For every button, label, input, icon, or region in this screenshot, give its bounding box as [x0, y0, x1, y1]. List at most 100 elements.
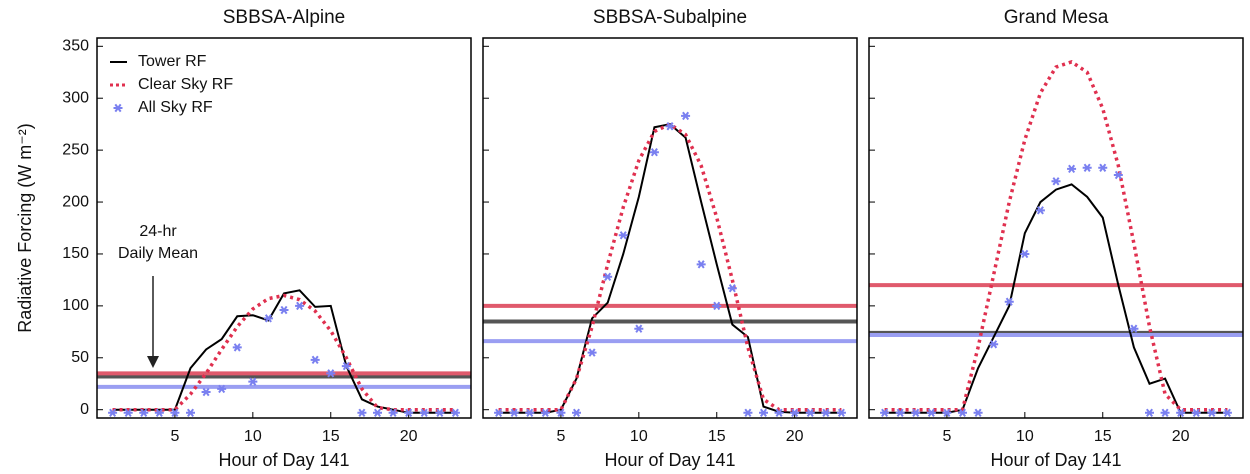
- all-sky-marker: [1004, 297, 1014, 306]
- all-sky-marker: [540, 408, 550, 418]
- x-axis-label: Hour of Day 141: [218, 450, 349, 470]
- all-sky-marker: [1113, 170, 1123, 180]
- y-tick-label: 200: [62, 193, 89, 210]
- all-sky-marker: [357, 408, 367, 418]
- y-tick-label: 250: [62, 141, 89, 158]
- all-sky-marker: [587, 348, 597, 357]
- y-tick-label: 350: [62, 38, 89, 55]
- all-sky-marker: [388, 408, 398, 418]
- all-sky-marker: [696, 260, 706, 269]
- all-sky-marker: [154, 408, 164, 418]
- x-tick-label: 15: [1094, 428, 1112, 445]
- all-sky-marker: [634, 324, 644, 333]
- all-sky-marker: [263, 314, 273, 323]
- x-tick-label: 10: [1016, 428, 1034, 445]
- all-sky-marker: [1020, 249, 1030, 259]
- all-sky-marker: [805, 408, 815, 418]
- all-sky-marker: [201, 387, 211, 397]
- all-sky-marker: [665, 122, 675, 131]
- all-sky-marker: [1051, 177, 1061, 186]
- all-sky-marker: [139, 408, 149, 418]
- all-sky-marker: [1082, 163, 1092, 172]
- all-sky-marker: [556, 408, 566, 418]
- all-sky-marker: [989, 340, 999, 349]
- legend-label: All Sky RF: [138, 99, 213, 116]
- clear-sky-line: [884, 59, 1228, 412]
- annotation: 24-hr: [139, 223, 177, 240]
- plot-frame: [482, 37, 858, 419]
- y-tick-label: 150: [62, 245, 89, 262]
- all-sky-marker: [435, 408, 445, 418]
- all-sky-marker: [1160, 408, 1170, 418]
- all-sky-marker: [618, 231, 628, 240]
- panel-title: Grand Mesa: [1004, 7, 1109, 28]
- annotation-arrowhead: [147, 356, 159, 368]
- legend-label: Clear Sky RF: [138, 76, 233, 93]
- all-sky-marker: [1191, 408, 1201, 418]
- all-sky-marker: [1207, 408, 1217, 418]
- x-tick-label: 15: [322, 428, 340, 445]
- all-sky-marker: [1222, 408, 1232, 418]
- all-sky-marker: [525, 408, 535, 418]
- all-sky-marker: [279, 305, 289, 315]
- x-tick-label: 10: [244, 428, 262, 445]
- x-tick-label: 5: [170, 428, 179, 445]
- all-sky-marker: [1176, 408, 1186, 418]
- all-sky-marker: [603, 272, 613, 281]
- all-sky-marker: [295, 301, 305, 311]
- all-sky-marker: [759, 408, 768, 418]
- x-tick-label: 5: [556, 428, 565, 445]
- all-sky-marker: [572, 408, 581, 418]
- all-sky-marker: [310, 355, 320, 365]
- legend-marker: [113, 103, 123, 113]
- panel-title: SBBSA-Subalpine: [593, 7, 747, 28]
- all-sky-marker: [419, 408, 429, 418]
- panel-title: SBBSA-Alpine: [223, 7, 346, 28]
- all-sky-marker: [926, 408, 936, 418]
- all-sky-marker: [450, 408, 460, 418]
- all-sky-marker: [170, 408, 180, 418]
- all-sky-marker: [108, 408, 118, 418]
- all-sky-marker: [373, 408, 382, 418]
- all-sky-marker: [821, 408, 831, 418]
- x-axis-label: Hour of Day 141: [990, 450, 1121, 470]
- all-sky-marker: [1129, 324, 1139, 333]
- all-sky-marker: [911, 408, 921, 418]
- all-sky-marker: [1145, 408, 1154, 418]
- x-tick-label: 10: [630, 428, 648, 445]
- y-tick-label: 100: [62, 297, 89, 314]
- all-sky-marker: [681, 111, 691, 121]
- x-tick-label: 20: [400, 428, 418, 445]
- all-sky-marker: [123, 408, 133, 418]
- x-tick-label: 5: [942, 428, 951, 445]
- all-sky-marker: [942, 408, 952, 418]
- all-sky-marker: [217, 384, 227, 394]
- plot-frame: [868, 37, 1244, 419]
- all-sky-marker: [774, 408, 784, 418]
- all-sky-marker: [743, 408, 753, 418]
- tower-line: [498, 123, 842, 414]
- all-sky-marker: [232, 343, 242, 352]
- y-tick-label: 300: [62, 89, 89, 106]
- all-sky-marker: [326, 369, 336, 378]
- y-tick-label: 0: [80, 401, 89, 418]
- all-sky-marker: [341, 361, 351, 371]
- all-sky-marker: [509, 408, 519, 418]
- tower-line: [884, 183, 1228, 414]
- clear-sky-line: [112, 293, 456, 412]
- all-sky-marker: [1035, 206, 1045, 215]
- all-sky-marker: [895, 408, 905, 418]
- y-tick-label: 50: [71, 349, 89, 366]
- all-sky-marker: [880, 408, 890, 418]
- x-tick-label: 15: [708, 428, 726, 445]
- all-sky-marker: [790, 408, 800, 418]
- x-axis-label: Hour of Day 141: [604, 450, 735, 470]
- all-sky-marker: [248, 377, 258, 386]
- all-sky-marker: [712, 301, 722, 311]
- y-axis-label: Radiative Forcing (W m⁻²): [15, 123, 35, 333]
- x-tick-label: 20: [1172, 428, 1190, 445]
- all-sky-marker: [404, 408, 414, 418]
- x-tick-label: 20: [786, 428, 804, 445]
- all-sky-marker: [727, 284, 737, 293]
